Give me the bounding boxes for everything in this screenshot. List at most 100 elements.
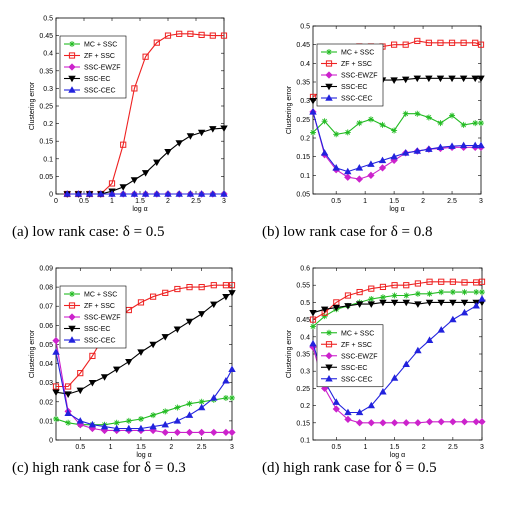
data-point (461, 279, 468, 286)
panel-caption: (d) high rank case for δ = 0.5 (262, 460, 437, 476)
data-point (174, 285, 181, 293)
data-point (379, 121, 386, 128)
data-point (186, 190, 195, 197)
data-point (438, 289, 445, 296)
data-point (74, 190, 83, 197)
y-tick-label: 0.03 (39, 380, 53, 387)
y-tick-label: 0.05 (39, 174, 53, 181)
y-tick-label: 0.2 (300, 136, 310, 143)
y-tick-label: 0.25 (39, 104, 53, 111)
legend-marker (325, 94, 333, 101)
data-point (149, 422, 157, 430)
data-point (130, 177, 139, 184)
data-point (379, 294, 386, 301)
data-point (187, 30, 194, 37)
data-point (472, 418, 480, 426)
series-line-ssc-ewzf (312, 346, 482, 424)
data-point (64, 391, 72, 398)
data-point (460, 121, 467, 128)
series-line-ssc-ec (55, 292, 233, 395)
legend-marker (325, 71, 333, 79)
data-point (356, 120, 363, 127)
legend-entry-ssc-cec: SSC-CEC (341, 376, 373, 383)
data-point (88, 420, 97, 428)
y-tick-label: 0.1 (300, 438, 310, 445)
data-point (472, 120, 479, 127)
data-point (425, 39, 432, 46)
data-point (161, 420, 169, 428)
panel-caption: (b) low rank case for δ = 0.8 (262, 224, 432, 240)
data-point (425, 145, 433, 152)
data-point (402, 360, 410, 368)
data-point (391, 41, 398, 48)
data-point (391, 127, 398, 134)
data-point (228, 365, 236, 372)
data-point (149, 341, 157, 349)
data-point (220, 125, 228, 132)
data-point (108, 180, 116, 187)
y-tick-label: 0.05 (296, 192, 310, 199)
data-point (119, 184, 127, 191)
data-point (344, 173, 352, 181)
series-mc-ssc (310, 110, 484, 138)
data-point (77, 370, 84, 377)
data-point (402, 299, 410, 307)
data-point (344, 167, 352, 175)
series-ssc-cec (309, 108, 485, 175)
data-point (355, 164, 364, 171)
y-tick-label: 0 (49, 438, 53, 445)
data-point (185, 318, 194, 326)
data-point (448, 142, 456, 149)
data-point (209, 126, 217, 133)
data-point (356, 288, 363, 296)
legend-marker (68, 63, 76, 71)
data-point (379, 299, 387, 307)
data-point (438, 278, 445, 285)
y-tick-label: 0.1 (300, 173, 310, 180)
data-point (137, 349, 145, 356)
data-point (173, 326, 182, 333)
legend-entry-ssc-ewzf: SSC-EWZF (341, 353, 378, 360)
y-axis-label: Clustering error (286, 85, 293, 134)
data-point (198, 31, 205, 38)
data-point (449, 112, 456, 119)
x-tick-label: 0.5 (331, 444, 341, 451)
x-axis-label: log α (390, 452, 405, 459)
legend-marker (68, 302, 76, 309)
legend-marker (68, 313, 76, 321)
data-point (436, 143, 445, 151)
x-tick-label: 2 (421, 198, 425, 205)
data-point (222, 394, 229, 401)
data-point (76, 387, 84, 395)
data-point (449, 418, 457, 426)
data-point (413, 75, 421, 83)
data-point (222, 376, 230, 384)
data-point (174, 404, 181, 411)
y-tick-label: 0.35 (296, 352, 310, 359)
data-point (344, 292, 352, 299)
series-line-mc-ssc (312, 113, 481, 135)
data-point (120, 141, 127, 148)
legend-marker (325, 352, 333, 360)
data-point (220, 32, 228, 39)
y-tick-label: 0.5 (300, 24, 310, 31)
data-point (162, 289, 169, 296)
data-point (53, 415, 59, 422)
x-tick-label: 1 (110, 198, 114, 205)
data-point (186, 133, 195, 140)
legend: MC + SSC ZF + SSC SSC-EWZF SSC-EC SSC-CEC (59, 35, 127, 99)
data-point (197, 403, 206, 411)
data-point (112, 366, 121, 374)
data-point (437, 326, 445, 333)
data-point (449, 289, 456, 296)
data-point (478, 278, 486, 285)
data-point (52, 336, 60, 345)
data-point (63, 190, 71, 197)
data-point (333, 131, 340, 138)
data-point (173, 417, 182, 424)
panel-caption: (c) high rank case for δ = 0.3 (12, 460, 186, 476)
data-point (414, 419, 422, 427)
data-point (367, 301, 375, 308)
data-point (460, 418, 469, 426)
